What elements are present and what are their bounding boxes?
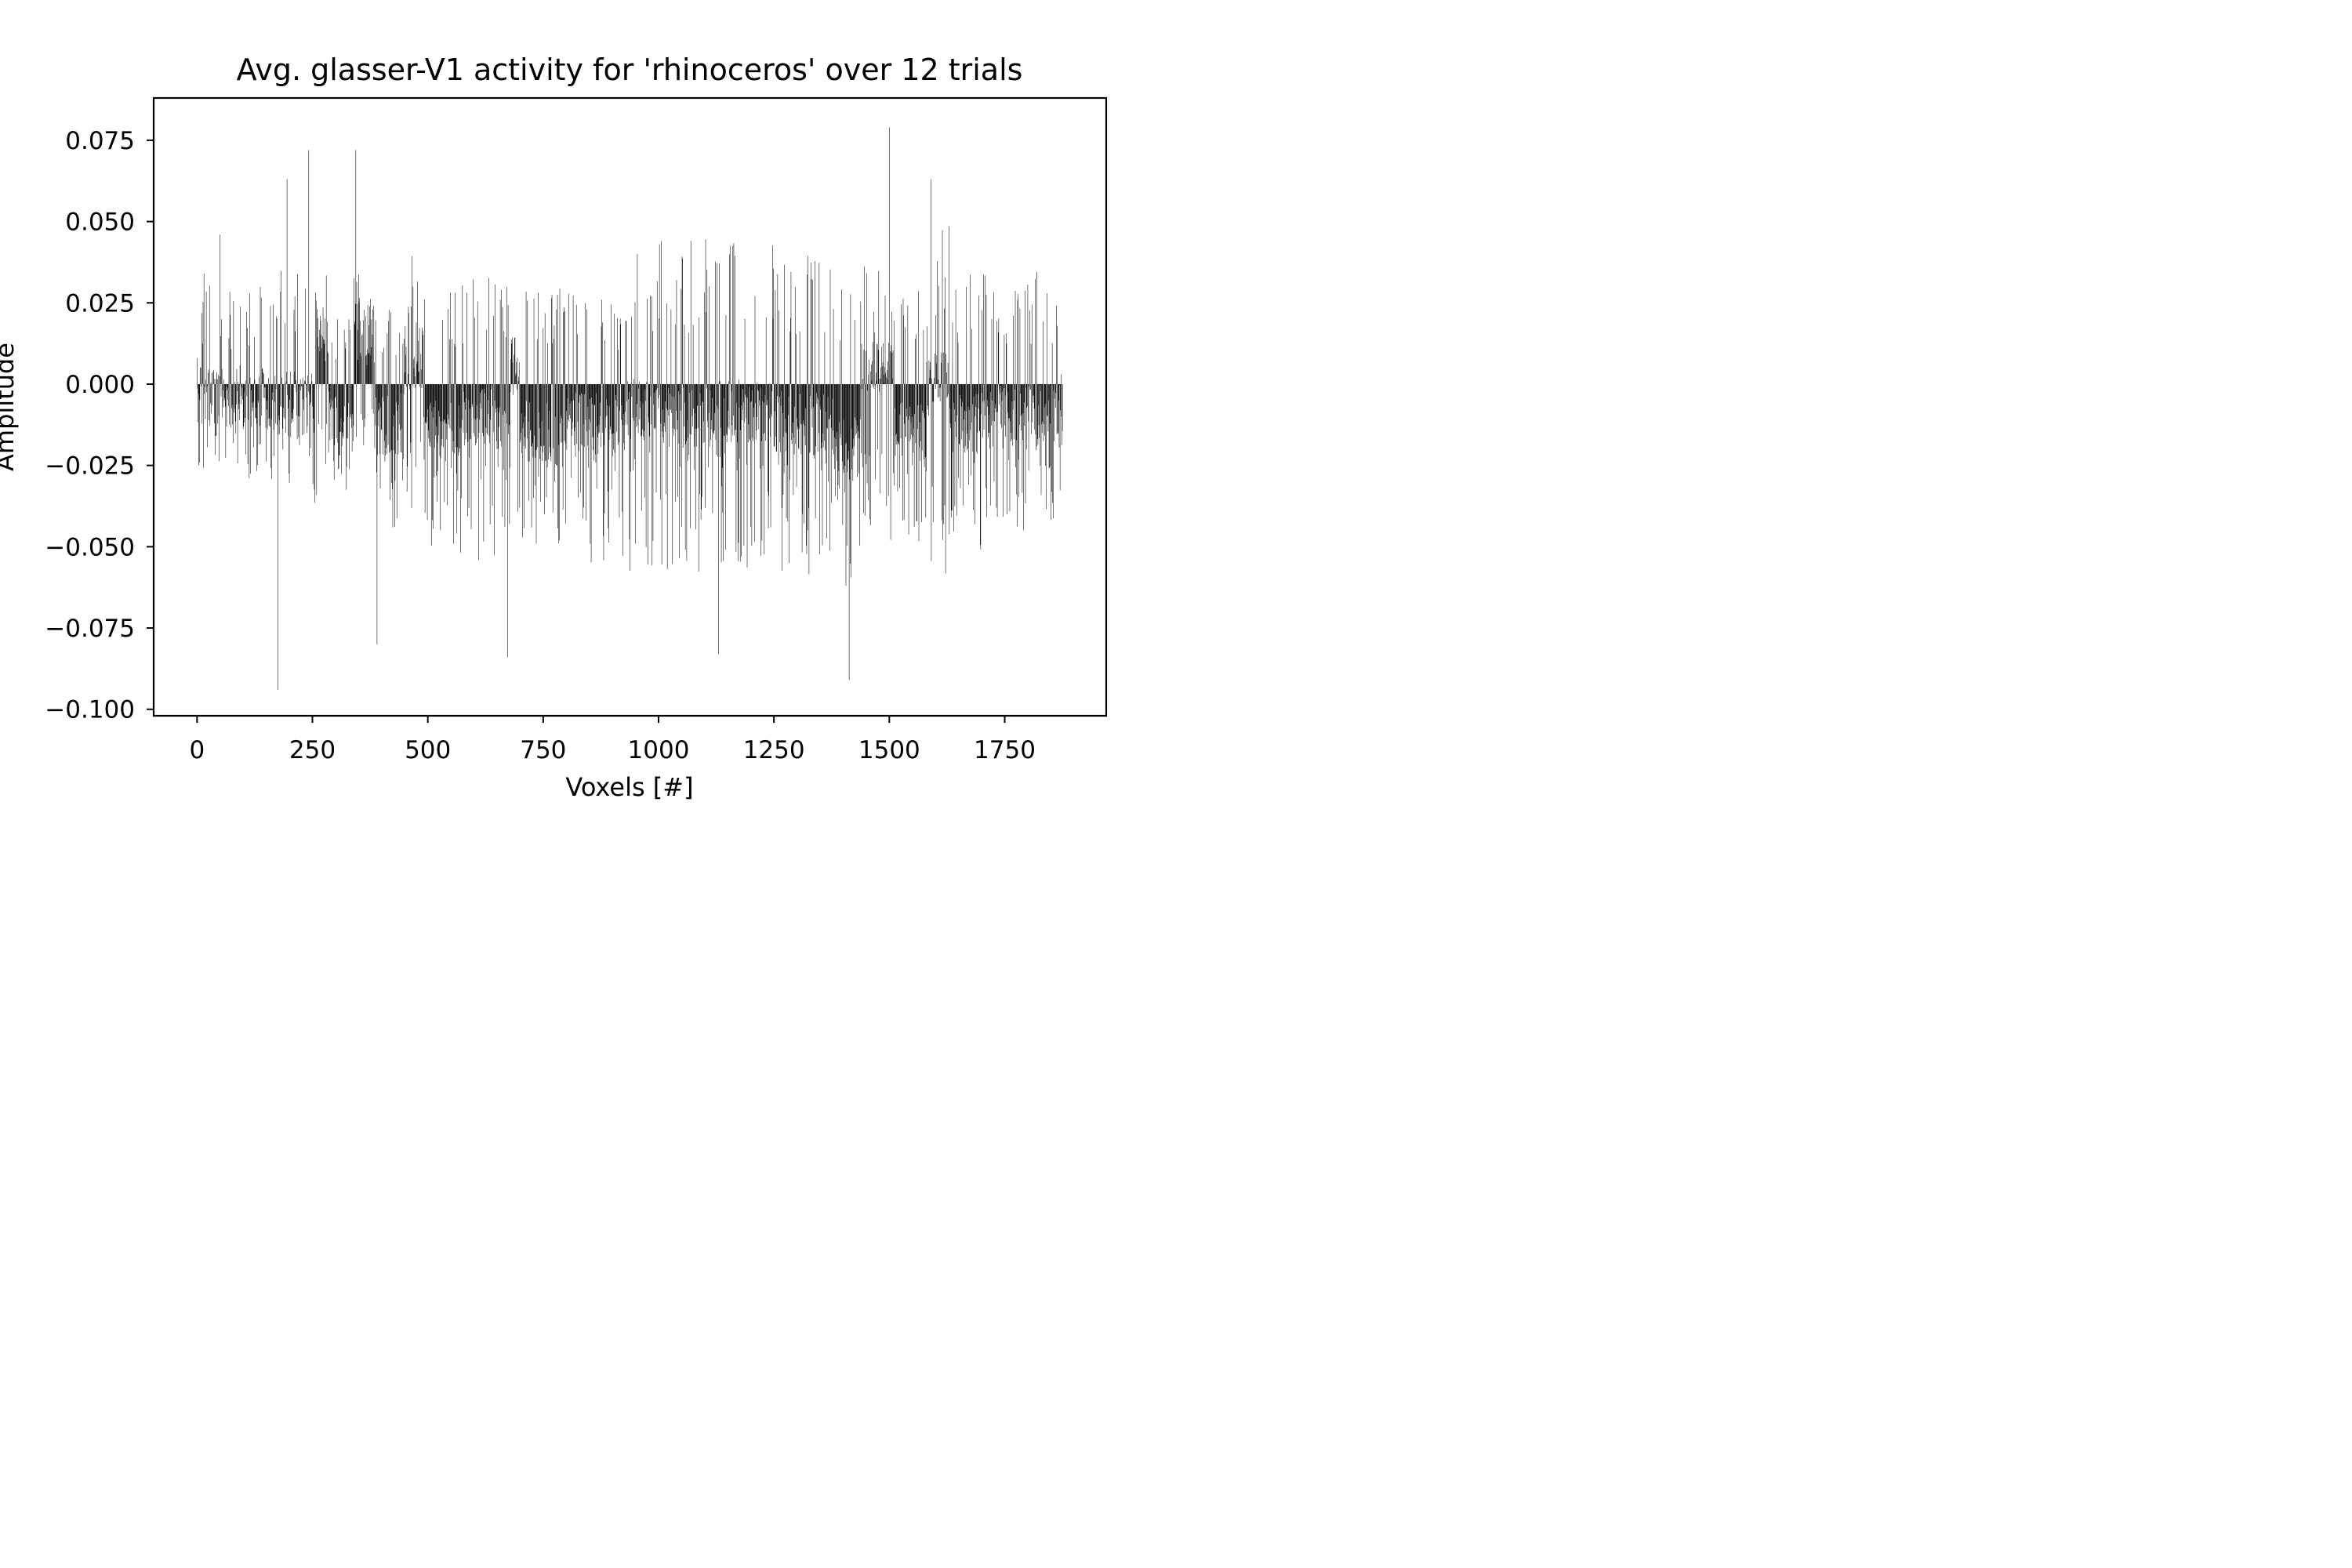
y-tick-label: −0.075 <box>45 615 135 643</box>
x-tick-label: 750 <box>520 736 566 764</box>
y-tick-label: 0.050 <box>65 209 135 237</box>
x-axis: 0 250 500 750 1000 1250 1500 1750 <box>189 716 1036 764</box>
x-axis-label: Voxels [#] <box>565 772 693 802</box>
y-tick-label: −0.050 <box>45 533 135 561</box>
plot-frame <box>152 96 1108 717</box>
x-tick-label: 1000 <box>628 736 690 764</box>
x-tick-label: 500 <box>405 736 451 764</box>
x-tick-label: 1500 <box>858 736 920 764</box>
chart-svg: Avg. glasser-V1 activity for 'rhinoceros… <box>0 0 1211 807</box>
x-tick-label: 250 <box>289 736 336 764</box>
bar-series <box>197 127 1063 690</box>
y-axis: 0.075 0.050 0.025 0.000 −0.025 −0.050 −0.075 −0… <box>45 127 154 724</box>
chart-title: Avg. glasser-V1 activity for 'rhinoceros… <box>237 53 1023 87</box>
x-tick-label: 1250 <box>743 736 805 764</box>
y-tick-label: 0.025 <box>65 289 135 318</box>
x-tick-label: 0 <box>189 736 205 764</box>
y-tick-label: 0.075 <box>65 127 135 155</box>
y-tick-label: −0.100 <box>45 696 135 724</box>
y-tick-label: −0.025 <box>45 452 135 481</box>
x-tick-label: 1750 <box>974 736 1036 764</box>
y-tick-label: 0.000 <box>65 371 135 399</box>
y-axis-label: Amplitude <box>0 343 20 471</box>
chart-container: Avg. glasser-V1 activity for 'rhinoceros… <box>0 0 1211 807</box>
